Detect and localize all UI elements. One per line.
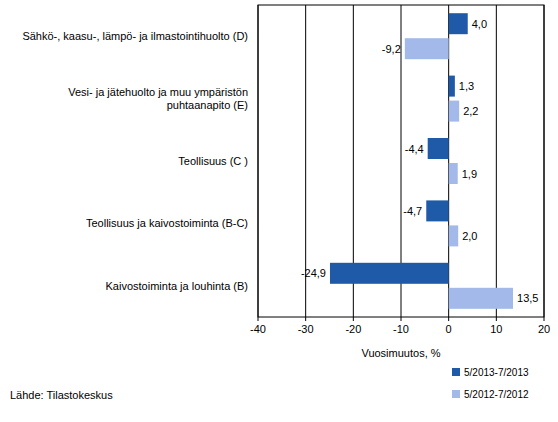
data-label: 2,2	[463, 105, 478, 117]
tick-label: 20	[538, 323, 550, 335]
data-label: -4,7	[403, 205, 422, 217]
data-label: 1,3	[459, 80, 474, 92]
data-label: 2,0	[462, 230, 477, 242]
tick-mark	[305, 317, 306, 321]
bar	[405, 38, 449, 59]
tick-mark	[258, 317, 259, 321]
tick-label: 10	[490, 323, 502, 335]
plot-frame	[258, 5, 544, 317]
bar	[449, 76, 455, 97]
bar	[449, 288, 513, 309]
category-label: Teollisuus (C )	[178, 155, 248, 167]
tick-label: 0	[446, 323, 452, 335]
category-label: Kaivostoiminta ja louhinta (B)	[106, 280, 248, 292]
tick-label: -30	[298, 323, 314, 335]
legend-label: 5/2012-7/2012	[464, 389, 529, 400]
bar	[449, 13, 468, 34]
category-label: Teollisuus ja kaivostoiminta (B-C)	[86, 217, 248, 229]
tick-mark	[496, 317, 497, 321]
chart-container: -40 -30 -20 -10 0 10 20 4,0 1,3 -4,4 -4,7 -24,9 -9,2…	[0, 0, 558, 422]
bar	[330, 263, 449, 284]
data-label: 13,5	[517, 292, 538, 304]
bars	[330, 13, 513, 309]
data-label: 4,0	[472, 18, 487, 30]
bar	[426, 200, 448, 221]
data-label: 1,9	[462, 168, 477, 180]
legend-swatch	[452, 368, 460, 376]
data-label: -4,4	[405, 143, 424, 155]
tick-mark	[448, 317, 449, 321]
tick-mark	[401, 317, 402, 321]
grid-line	[496, 5, 497, 317]
tick-label: -20	[345, 323, 361, 335]
source-note: Lähde: Tilastokeskus	[10, 389, 113, 401]
bar	[428, 138, 449, 159]
chart-svg: -40 -30 -20 -10 0 10 20 4,0 1,3 -4,4 -4,7 -24,9 -9,2…	[0, 0, 558, 422]
tick-label: -40	[250, 323, 266, 335]
bar	[449, 163, 458, 184]
legend-label: 5/2013-7/2013	[464, 367, 529, 378]
bar	[449, 225, 459, 246]
data-label: -24,9	[301, 267, 326, 279]
category-label: Sähkö-, kaasu-, lämpö- ja ilmastointihuo…	[22, 30, 248, 42]
tick-mark	[353, 317, 354, 321]
tick-label: -10	[393, 323, 409, 335]
category-label: Vesi- ja jätehuolto ja muu ympäristönpuh…	[68, 86, 248, 111]
tick-mark	[544, 317, 545, 321]
data-label: -9,2	[382, 43, 401, 55]
legend-swatch	[452, 390, 460, 398]
axis-title: Vuosimuutos, %	[361, 347, 440, 359]
bar	[449, 101, 459, 122]
